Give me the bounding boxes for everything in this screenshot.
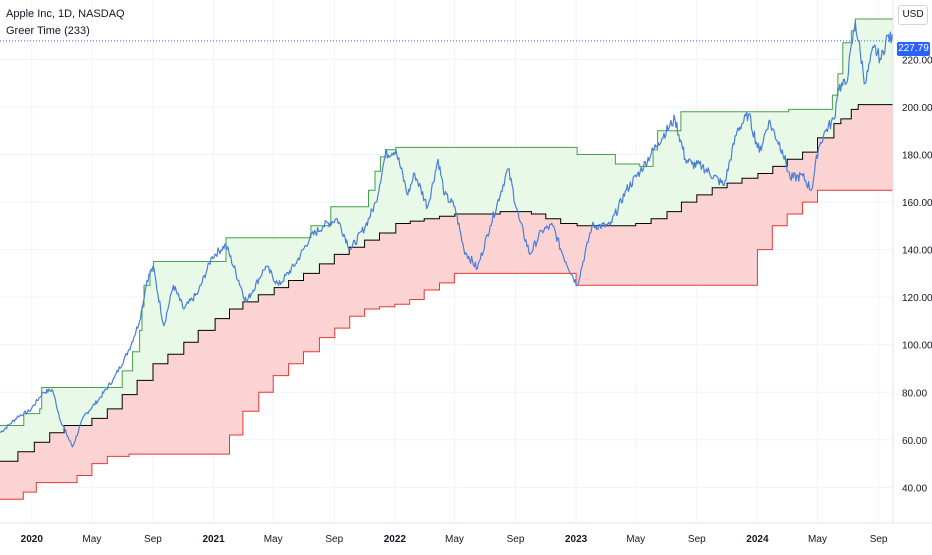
chart-legend: Apple Inc, 1D, NASDAQ Greer Time (233) <box>6 6 125 40</box>
x-tick-label: Sep <box>870 534 888 545</box>
band-fills <box>0 19 893 500</box>
y-tick-label: 120.00 <box>902 293 932 304</box>
x-tick-label: May <box>808 534 827 545</box>
lower-band-line <box>0 189 893 500</box>
y-tick-label: 40.00 <box>902 483 927 494</box>
mid-line <box>0 104 893 462</box>
last-price-label: 227.79 <box>897 42 930 56</box>
x-tick-label: Sep <box>144 534 162 545</box>
x-tick-label: May <box>82 534 101 545</box>
x-tick-label: 2022 <box>384 534 407 545</box>
indicator-title: Greer Time (233) <box>6 25 90 37</box>
x-tick-label: 2020 <box>21 534 44 545</box>
y-tick-label: 200.00 <box>902 103 932 114</box>
lower-band-fill <box>0 104 893 500</box>
price-line <box>0 20 894 448</box>
y-tick-label: 180.00 <box>902 151 932 162</box>
y-tick-label: 80.00 <box>902 388 927 399</box>
symbol-title: Apple Inc, 1D, NASDAQ <box>6 8 125 20</box>
series-lines <box>0 18 894 500</box>
upper-band-line <box>0 18 893 426</box>
y-tick-label: 100.00 <box>902 341 932 352</box>
x-tick-label: May <box>626 534 645 545</box>
x-tick-label: 2024 <box>746 534 769 545</box>
y-tick-label: 60.00 <box>902 436 927 447</box>
x-tick-label: May <box>264 534 283 545</box>
x-tick-label: May <box>445 534 464 545</box>
x-tick-label: 2021 <box>202 534 225 545</box>
y-tick-label: 160.00 <box>902 198 932 209</box>
x-tick-label: Sep <box>507 534 525 545</box>
x-tick-label: Sep <box>325 534 343 545</box>
x-tick-label: Sep <box>688 534 706 545</box>
y-tick-label: 140.00 <box>902 246 932 257</box>
currency-button[interactable]: USD <box>898 5 928 25</box>
y-tick-label: 220.00 <box>902 55 932 66</box>
x-tick-label: 2023 <box>565 534 588 545</box>
upper-band-fill <box>0 19 893 462</box>
